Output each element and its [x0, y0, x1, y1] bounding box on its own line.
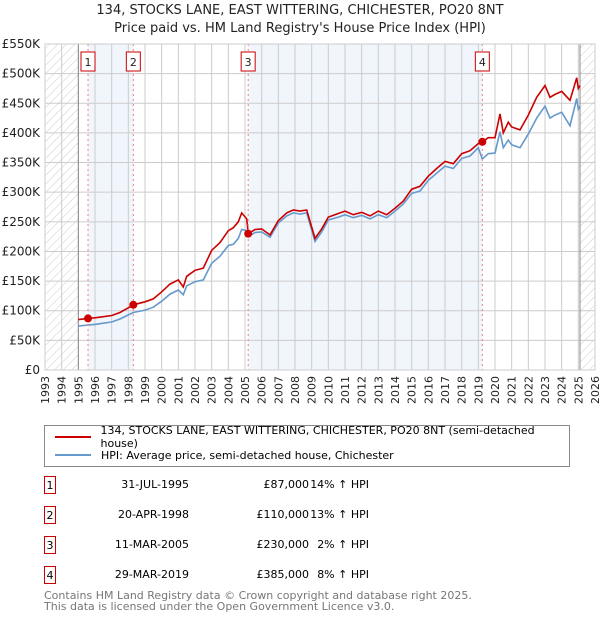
chart-subtitle: Price paid vs. HM Land Registry's House … — [114, 21, 486, 36]
x-tick-label: 2015 — [406, 376, 419, 404]
transaction-row: 3 11-MAR-2005 £230,000 2% ↑ HPI — [44, 536, 444, 554]
transaction-hpi-change: 2% ↑ HPI — [317, 538, 369, 551]
sale-marker-label: 3 — [245, 56, 252, 69]
sale-point — [129, 300, 138, 309]
x-tick-label: 2013 — [372, 376, 385, 404]
transaction-date: 31-JUL-1995 — [121, 478, 189, 491]
legend-label: 134, STOCKS LANE, EAST WITTERING, CHICHE… — [100, 424, 535, 450]
legend-label: HPI: Average price, semi-detached house,… — [101, 448, 394, 462]
plot-frame — [44, 43, 596, 371]
transaction-row: 1 31-JUL-1995 £87,000 14% ↑ HPI — [44, 476, 444, 494]
price-chart: 1 2 3 4 1993 1994 1995 1996 1997 1998 1999 2000 2001… — [2, 37, 600, 404]
transaction-number: 4 — [44, 566, 56, 584]
x-tick-label: 2020 — [489, 376, 502, 404]
y-tick-label: £250K — [2, 215, 42, 229]
sale-point — [244, 229, 253, 238]
x-tick-label: 1994 — [56, 376, 69, 404]
x-tick-label: 2001 — [172, 376, 185, 404]
sale-marker-box — [125, 51, 141, 72]
x-tick-label: 2003 — [206, 376, 219, 404]
x-tick-label: 2019 — [472, 376, 485, 404]
transaction-row: 2 20-APR-1998 £110,000 13% ↑ HPI — [44, 506, 444, 524]
x-tick-label: 2014 — [389, 376, 402, 404]
transaction-number: 2 — [44, 506, 56, 524]
licence-text: This data is licensed under the Open Gov… — [44, 600, 395, 613]
sale-marker-box — [80, 51, 96, 72]
sale-point — [84, 314, 92, 323]
legend-item-hpi: HPI: Average price, semi-detached house,… — [55, 447, 394, 463]
transaction-number: 1 — [44, 476, 56, 494]
transaction-price: £110,000 — [256, 508, 310, 521]
x-tick-label: 2008 — [289, 376, 302, 404]
copyright-text: Contains HM Land Registry data © Crown c… — [44, 589, 472, 602]
x-tick-label: 1997 — [106, 376, 119, 404]
transaction-price: £385,000 — [256, 568, 310, 581]
sale-marker-label: 4 — [479, 56, 486, 69]
price-paid-series-line — [78, 77, 581, 321]
x-tick-label: 2005 — [239, 376, 252, 404]
transaction-number: 3 — [44, 536, 56, 554]
x-tick-label: 1996 — [89, 376, 102, 404]
sale-point — [478, 137, 487, 146]
transaction-date: 29-MAR-2019 — [114, 568, 189, 581]
x-tick-label: 1995 — [72, 376, 85, 404]
x-tick-label: 2006 — [256, 376, 269, 404]
x-tick-label: 2017 — [439, 376, 452, 404]
sale-marker-label: 2 — [130, 56, 137, 69]
shaded-period — [248, 44, 483, 370]
y-tick-label: £100K — [2, 304, 42, 318]
y-tick-label: £50K — [9, 333, 41, 347]
y-tick-label: £500K — [2, 67, 42, 81]
hpi-series-line — [78, 98, 581, 327]
x-tick-label: 2025 — [572, 376, 585, 404]
sale-marker-box — [474, 51, 490, 72]
transaction-date: 11-MAR-2005 — [114, 538, 189, 551]
x-tick-label: 1998 — [122, 376, 135, 404]
transaction-price: £230,000 — [256, 538, 310, 551]
chart-legend: 134, STOCKS LANE, EAST WITTERING, CHICHE… — [44, 424, 570, 467]
x-tick-label: 2010 — [322, 376, 335, 404]
x-tick-label: 1999 — [139, 376, 152, 404]
footer: Contains HM Land Registry data © Crown c… — [44, 590, 472, 612]
transaction-row: 4 29-MAR-2019 £385,000 8% ↑ HPI — [44, 566, 444, 584]
x-tick-label: 2011 — [339, 376, 352, 404]
transaction-price: £87,000 — [263, 478, 310, 491]
x-tick-label: 2021 — [506, 376, 519, 404]
x-tick-label: 2004 — [222, 376, 235, 404]
hatched-no-data-area — [580, 44, 595, 370]
y-tick-label: £550K — [2, 37, 42, 51]
y-tick-label: £450K — [2, 96, 42, 110]
x-tick-label: 2024 — [556, 376, 569, 404]
blue-line-swatch — [55, 454, 91, 456]
sale-marker-box — [240, 51, 256, 72]
x-tick-label: 2026 — [589, 376, 600, 404]
y-tick-label: £200K — [2, 244, 42, 258]
legend-item-property: 134, STOCKS LANE, EAST WITTERING, CHICHE… — [55, 424, 569, 450]
transaction-hpi-change: 14% ↑ HPI — [310, 478, 369, 491]
x-tick-label: 1993 — [39, 376, 52, 404]
y-tick-label: £350K — [2, 156, 42, 170]
transaction-date: 20-APR-1998 — [117, 508, 189, 521]
x-tick-label: 2000 — [156, 376, 169, 404]
x-tick-label: 2023 — [539, 376, 552, 404]
y-tick-label: £300K — [2, 185, 42, 199]
y-tick-label: £0 — [25, 363, 40, 377]
x-tick-label: 2016 — [422, 376, 435, 404]
x-tick-label: 2002 — [189, 376, 202, 404]
y-tick-label: £150K — [2, 274, 42, 288]
x-tick-label: 2007 — [272, 376, 285, 404]
transaction-hpi-change: 8% ↑ HPI — [317, 568, 369, 581]
x-tick-label: 2009 — [306, 376, 319, 404]
red-line-swatch — [55, 436, 91, 438]
x-tick-label: 2022 — [522, 376, 535, 404]
x-tick-label: 2018 — [456, 376, 469, 404]
chart-title: 134, STOCKS LANE, EAST WITTERING, CHICHE… — [96, 3, 504, 18]
sale-marker-label: 1 — [85, 56, 92, 69]
y-tick-label: £400K — [2, 126, 42, 140]
x-tick-label: 2012 — [356, 376, 369, 404]
transaction-hpi-change: 13% ↑ HPI — [310, 508, 369, 521]
